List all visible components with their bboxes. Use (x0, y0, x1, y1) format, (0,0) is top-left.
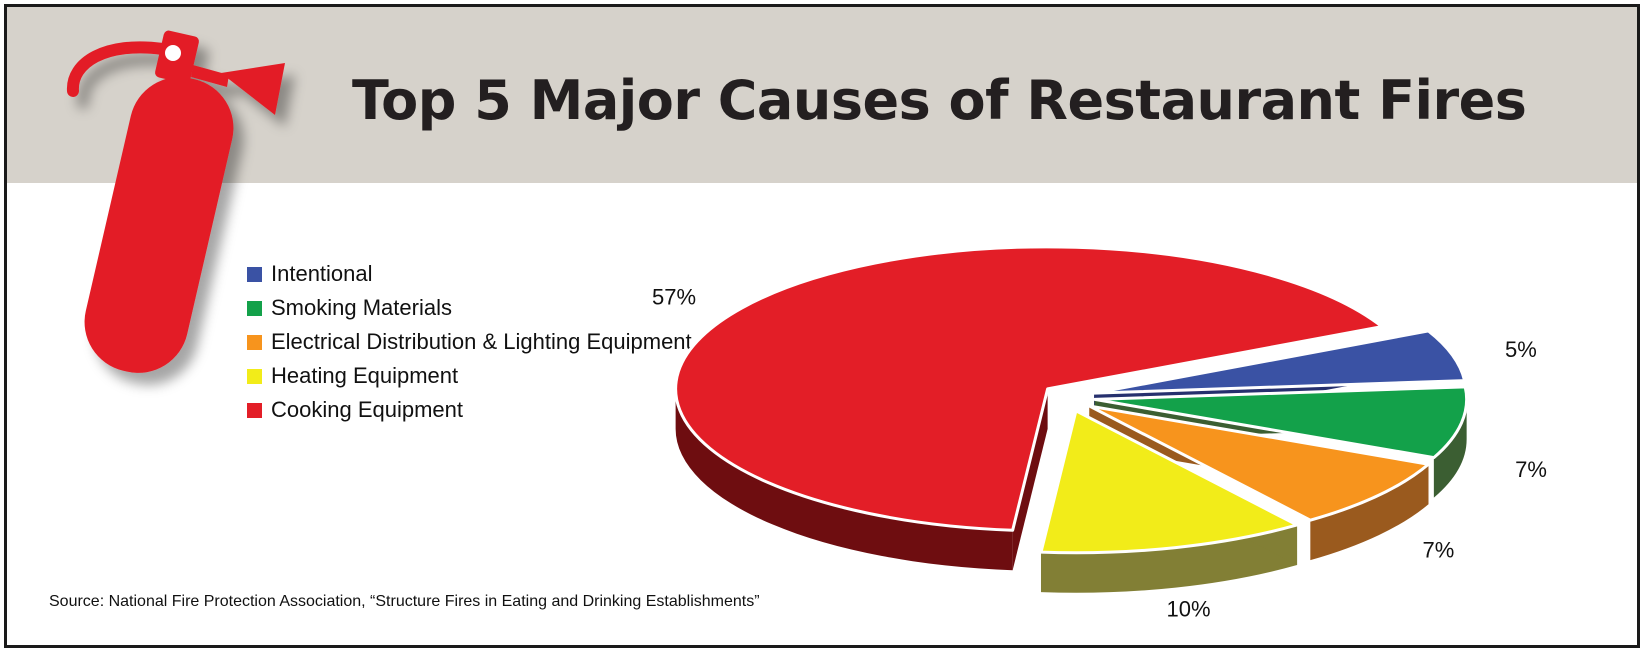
legend-label: Cooking Equipment (271, 397, 464, 422)
legend-item-heating: Heating Equipment (247, 359, 692, 393)
legend-label: Heating Equipment (271, 363, 459, 388)
slice-top (1092, 329, 1467, 395)
legend-swatch (247, 300, 262, 316)
data-label-cooking-equipment: 57% (652, 285, 696, 310)
legend-swatch (247, 402, 262, 418)
pie-chart: 5% 7% 7% 10% 57% (652, 245, 1547, 621)
legend-item-smoking-materials: Smoking Materials (247, 291, 692, 325)
legend-swatch (247, 266, 262, 282)
data-label-heating-equipment: 10% (1167, 596, 1211, 621)
legend: Intentional Smoking Materials Electrical… (247, 257, 692, 427)
pie-slice-cooking-equipment (674, 245, 1384, 571)
slice-side (1433, 399, 1467, 498)
data-label-intentional: 5% (1505, 337, 1537, 362)
slice-wall (1012, 388, 1048, 571)
slice-top (1087, 404, 1430, 522)
slice-top (1093, 385, 1469, 460)
legend-label: Smoking Materials (271, 295, 452, 320)
data-label-smoking-materials: 7% (1515, 457, 1547, 482)
legend-item-cooking: Cooking Equipment (247, 393, 692, 427)
page-title: Top 5 Major Causes of Restaurant Fires (352, 69, 1527, 132)
legend-swatch (247, 334, 262, 350)
legend-swatch (247, 368, 262, 384)
fire-extinguisher-icon (66, 30, 285, 373)
legend-item-electrical: Electrical Distribution & Lighting Equip… (247, 325, 692, 359)
slice-side (1040, 524, 1298, 593)
infographic-frame: Top 5 Major Causes of Restaurant Fires I… (4, 4, 1640, 648)
data-label-electrical-distribution-lighting-equipment: 7% (1422, 538, 1454, 563)
legend-item-intentional: Intentional (247, 257, 692, 291)
slice-top (1039, 409, 1299, 555)
legend-label: Electrical Distribution & Lighting Equip… (271, 329, 692, 354)
pie-slice-heating-equipment (1039, 409, 1299, 593)
pie-slice-electrical-distribution-lighting-equipment (1087, 404, 1430, 561)
legend-label: Intentional (271, 261, 373, 286)
slice-top (674, 245, 1384, 532)
source-note: Source: National Fire Protection Associa… (49, 593, 760, 610)
